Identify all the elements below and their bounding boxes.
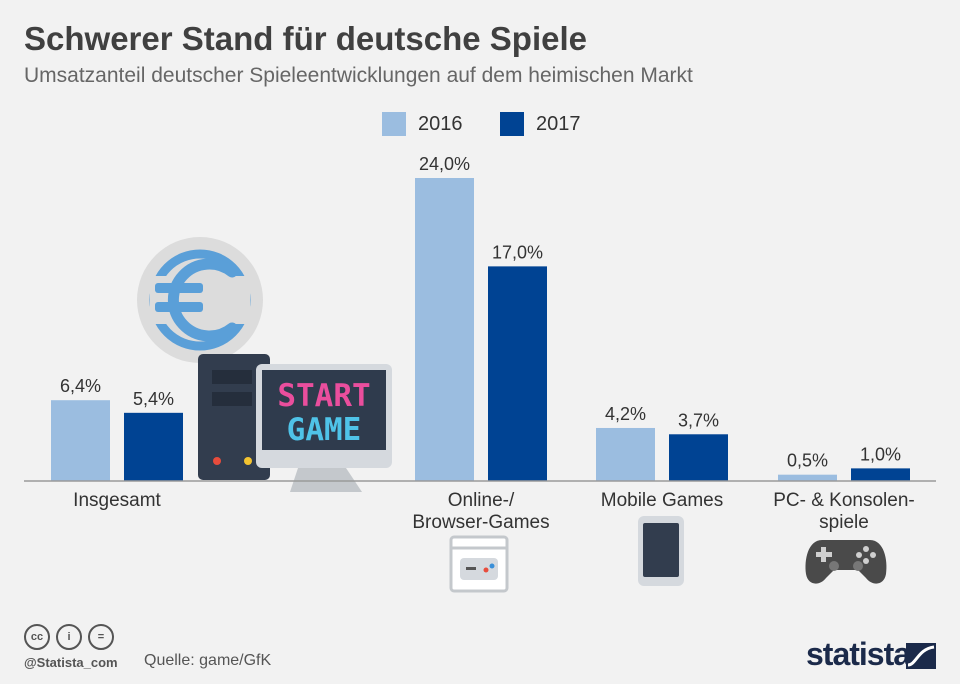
category-label-online-browser-games: Online-/Browser-Games (412, 490, 549, 533)
bar-pc-konsolen-spiele-2016[interactable] (778, 474, 837, 481)
cc-icon[interactable]: cc (24, 624, 50, 650)
bar-mobile-games-2016[interactable] (596, 427, 655, 481)
pc-tower-icon (198, 354, 270, 480)
category-label-mobile-games: Mobile Games (601, 490, 724, 511)
value-label-pc-konsolen-spiele-2017: 1,0% (860, 444, 901, 464)
value-label-insgesamt-2016: 6,4% (60, 376, 101, 396)
brand-logo[interactable]: statista (806, 636, 911, 672)
legend-item-2017: 2017 (500, 109, 581, 139)
category-label-insgesamt: Insgesamt (73, 490, 161, 511)
screen-text-start: START (277, 378, 370, 414)
legend-label-2017: 2017 (536, 112, 581, 135)
legend-label-2016: 2016 (418, 112, 463, 135)
category-labels: Insgesamt Online-/Browser-Games Mobile Gam… (73, 490, 915, 533)
monitor-icon: START GAME (256, 364, 392, 492)
legend-item-2016: 2016 (382, 109, 463, 139)
value-label-mobile-games-2016: 4,2% (605, 404, 646, 424)
attribution-icon[interactable]: i (56, 624, 82, 650)
bar-online-browser-games-2017[interactable] (488, 266, 547, 481)
chart-title: Schwerer Stand für deutsche Spiele (24, 20, 587, 57)
euro-coin-icon (137, 237, 263, 363)
legend-swatch-2017 (500, 112, 524, 136)
browser-window-icon (449, 535, 509, 593)
value-label-online-browser-games-2017: 17,0% (492, 242, 543, 262)
gamepad-icon (805, 540, 887, 584)
source-note: Quelle: game/GfK (144, 652, 272, 669)
value-label-insgesamt-2017: 5,4% (133, 389, 174, 409)
bar-pc-konsolen-spiele-2017[interactable] (851, 468, 910, 481)
screen-text-game: GAME (287, 412, 362, 448)
bars (51, 178, 910, 481)
value-label-online-browser-games-2016: 24,0% (419, 154, 470, 174)
legend: 2016 2017 (0, 109, 960, 139)
license-icons: cc i = (24, 624, 114, 650)
legend-swatch-2016 (382, 112, 406, 136)
value-label-mobile-games-2017: 3,7% (678, 410, 719, 430)
bar-mobile-games-2017[interactable] (669, 434, 728, 481)
bar-insgesamt-2016[interactable] (51, 400, 110, 481)
chart-subtitle: Umsatzanteil deutscher Spieleentwicklung… (24, 64, 693, 87)
brand-mark-icon (906, 643, 936, 669)
bar-online-browser-games-2016[interactable] (415, 178, 474, 481)
smartphone-icon (638, 516, 684, 586)
no-derivatives-icon[interactable]: = (88, 624, 114, 650)
bar-insgesamt-2017[interactable] (124, 412, 183, 481)
value-label-pc-konsolen-spiele-2016: 0,5% (787, 451, 828, 471)
value-labels: 6,4% 5,4% 24,0% 17,0% 4,2% 3,7% 0,5% 1,0% (60, 154, 901, 471)
category-label-pc-konsolen-spiele: PC- & Konsolen-spiele (773, 490, 915, 533)
social-handle[interactable]: @Statista_com (24, 655, 118, 670)
